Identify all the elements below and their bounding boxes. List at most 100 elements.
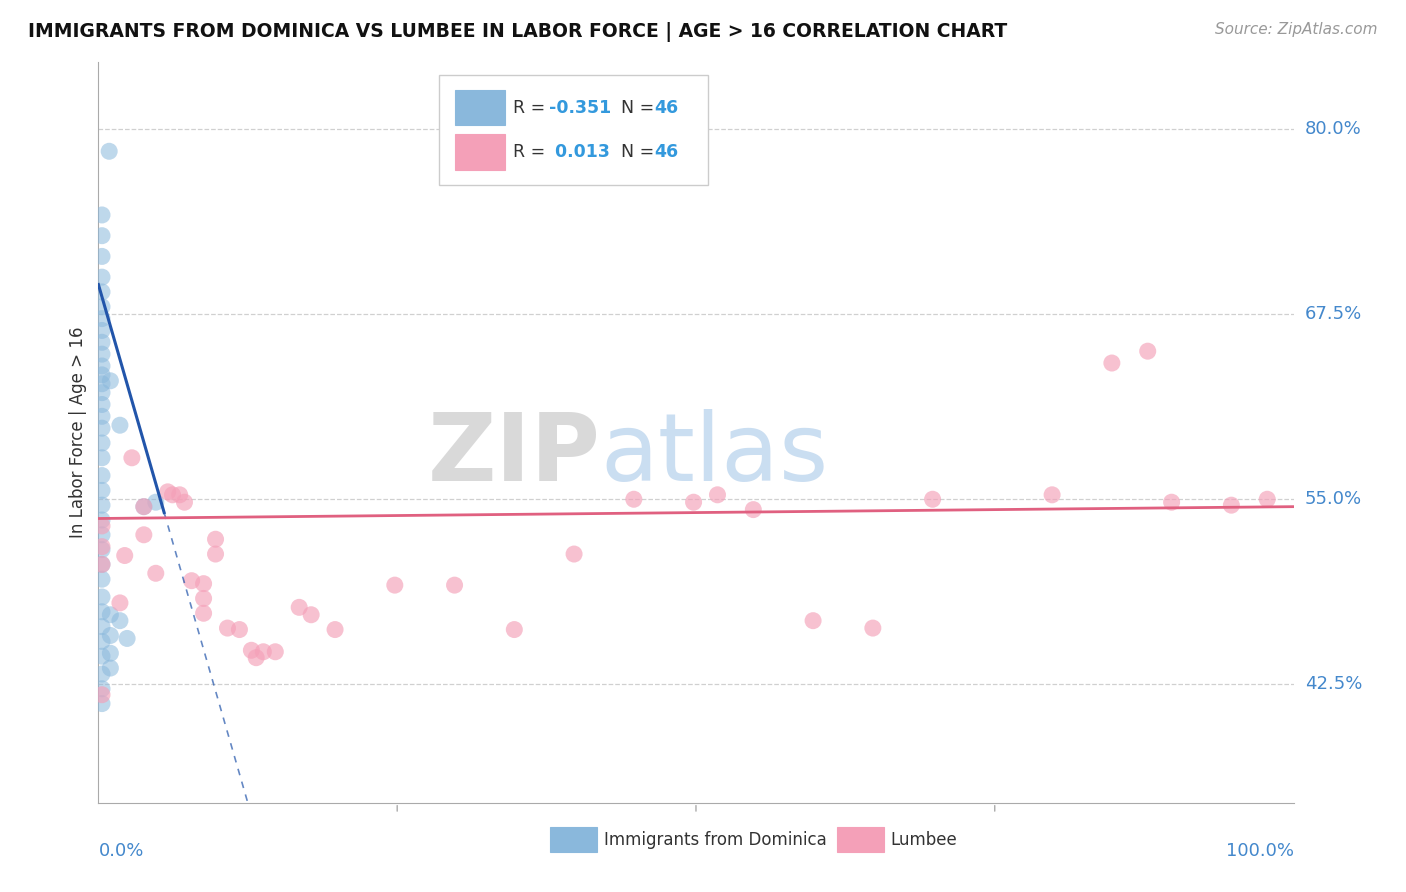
Text: Source: ZipAtlas.com: Source: ZipAtlas.com bbox=[1215, 22, 1378, 37]
Point bbox=[91, 681, 114, 696]
Point bbox=[91, 605, 114, 619]
Y-axis label: In Labor Force | Age > 16: In Labor Force | Age > 16 bbox=[69, 326, 87, 539]
Text: Lumbee: Lumbee bbox=[891, 830, 957, 849]
Text: 0.013: 0.013 bbox=[548, 143, 610, 161]
Text: atlas: atlas bbox=[600, 409, 828, 500]
Point bbox=[91, 468, 114, 483]
Text: 42.5%: 42.5% bbox=[1305, 675, 1362, 693]
Point bbox=[204, 533, 226, 547]
Point bbox=[169, 488, 191, 502]
Point bbox=[156, 484, 179, 499]
Point bbox=[132, 528, 155, 542]
Point bbox=[264, 645, 287, 659]
Text: 46: 46 bbox=[654, 143, 678, 161]
Point bbox=[91, 528, 114, 542]
Point bbox=[91, 558, 114, 572]
Point bbox=[562, 547, 585, 561]
Point bbox=[91, 285, 114, 299]
Point bbox=[682, 495, 704, 509]
Point bbox=[91, 619, 114, 633]
Point bbox=[121, 450, 143, 465]
FancyBboxPatch shape bbox=[439, 75, 709, 185]
Point bbox=[173, 495, 195, 509]
Point bbox=[98, 646, 122, 660]
Text: ZIP: ZIP bbox=[427, 409, 600, 500]
Point bbox=[1040, 488, 1063, 502]
Point bbox=[91, 208, 114, 222]
Point bbox=[91, 688, 114, 702]
Point bbox=[862, 621, 884, 635]
Point bbox=[91, 542, 114, 557]
Point bbox=[193, 607, 215, 621]
Point bbox=[288, 600, 311, 615]
Point bbox=[384, 578, 406, 592]
Point bbox=[91, 347, 114, 361]
Point bbox=[623, 492, 645, 507]
Point bbox=[91, 513, 114, 527]
Point bbox=[114, 549, 136, 563]
Point bbox=[443, 578, 465, 592]
Point bbox=[91, 498, 114, 512]
Point bbox=[108, 596, 131, 610]
Point bbox=[91, 335, 114, 350]
Point bbox=[91, 450, 114, 465]
Point bbox=[145, 566, 167, 581]
Point bbox=[91, 311, 114, 326]
Point bbox=[98, 145, 121, 159]
Point bbox=[91, 270, 114, 285]
Point bbox=[91, 483, 114, 498]
Point bbox=[228, 623, 250, 637]
Text: N =: N = bbox=[620, 143, 659, 161]
Point bbox=[108, 418, 131, 433]
Point bbox=[921, 492, 943, 507]
Point bbox=[193, 591, 215, 606]
Point bbox=[98, 661, 122, 675]
Point bbox=[91, 368, 114, 382]
Point bbox=[91, 519, 114, 533]
Point bbox=[91, 409, 114, 424]
Point bbox=[132, 500, 155, 514]
Text: 100.0%: 100.0% bbox=[1226, 842, 1294, 860]
Text: Immigrants from Dominica: Immigrants from Dominica bbox=[605, 830, 827, 849]
Point bbox=[240, 643, 263, 657]
Point bbox=[91, 359, 114, 373]
Point bbox=[1101, 356, 1123, 370]
Point bbox=[91, 249, 114, 263]
Point bbox=[91, 385, 114, 400]
Point bbox=[245, 650, 267, 665]
Point bbox=[204, 547, 226, 561]
Point bbox=[91, 540, 114, 554]
Point bbox=[91, 558, 114, 572]
Point bbox=[193, 576, 215, 591]
Point bbox=[1136, 344, 1159, 359]
Point bbox=[91, 667, 114, 681]
Point bbox=[252, 645, 274, 659]
Text: R =: R = bbox=[513, 143, 551, 161]
Point bbox=[1256, 492, 1278, 507]
Text: 0.0%: 0.0% bbox=[98, 842, 143, 860]
FancyBboxPatch shape bbox=[454, 135, 505, 169]
Point bbox=[742, 502, 765, 516]
FancyBboxPatch shape bbox=[550, 827, 596, 853]
Point bbox=[91, 300, 114, 314]
Text: 67.5%: 67.5% bbox=[1305, 305, 1362, 323]
Point bbox=[91, 572, 114, 586]
Point bbox=[503, 623, 526, 637]
Text: -0.351: -0.351 bbox=[548, 99, 612, 117]
Point bbox=[299, 607, 322, 622]
Point bbox=[217, 621, 239, 635]
Point bbox=[91, 634, 114, 648]
Point bbox=[1160, 495, 1182, 509]
Point bbox=[162, 488, 184, 502]
Text: 46: 46 bbox=[654, 99, 678, 117]
Point bbox=[108, 614, 131, 628]
Point bbox=[91, 228, 114, 243]
Text: IMMIGRANTS FROM DOMINICA VS LUMBEE IN LABOR FORCE | AGE > 16 CORRELATION CHART: IMMIGRANTS FROM DOMINICA VS LUMBEE IN LA… bbox=[28, 22, 1007, 42]
Point bbox=[91, 323, 114, 337]
Point bbox=[91, 376, 114, 391]
Point bbox=[91, 590, 114, 604]
Point bbox=[115, 632, 138, 646]
Text: N =: N = bbox=[620, 99, 659, 117]
Point bbox=[91, 421, 114, 435]
FancyBboxPatch shape bbox=[454, 90, 505, 126]
